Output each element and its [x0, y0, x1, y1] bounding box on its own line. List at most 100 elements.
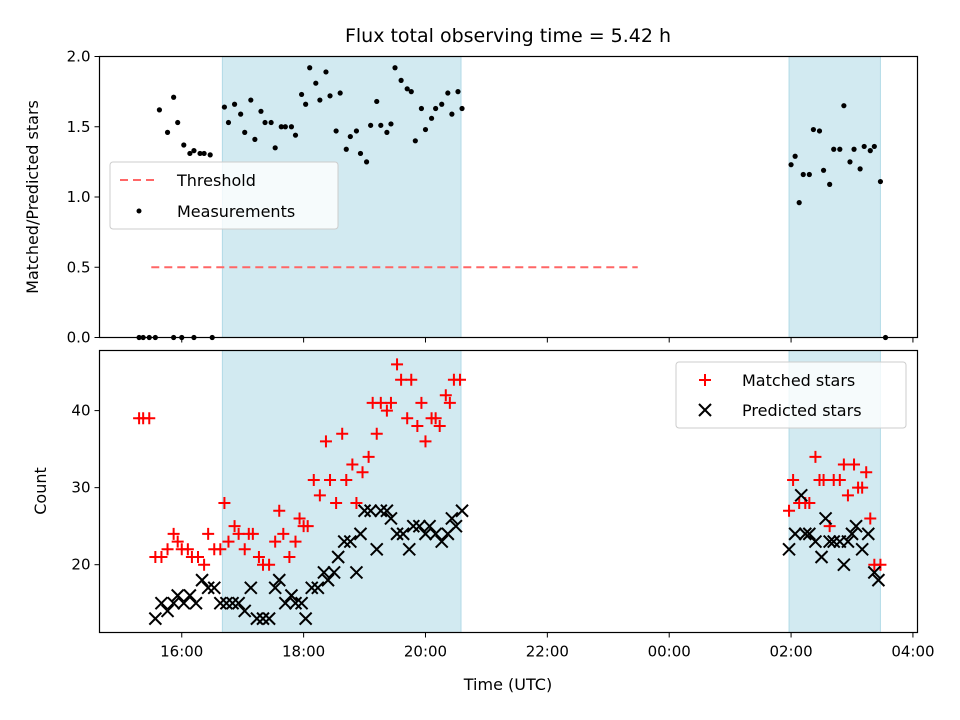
predicted-star-point: [422, 519, 437, 533]
x-axis-label: Time (UTC): [463, 675, 552, 694]
measurement-point: [408, 89, 414, 95]
predicted-star-point: [849, 519, 863, 533]
measurement-point: [455, 89, 461, 95]
predicted-star-point: [343, 534, 358, 549]
shaded-interval: [788, 56, 881, 338]
matched-star-point: [228, 520, 241, 533]
predicted-star-point: [428, 527, 443, 541]
measurement-point: [303, 101, 309, 107]
matched-star-point: [246, 527, 259, 540]
measurement-point: [353, 128, 360, 134]
matched-star-point: [293, 512, 306, 525]
measurement-point: [796, 200, 802, 206]
measurement-point: [248, 97, 254, 103]
predicted-star-point: [782, 542, 796, 556]
matched-star-point: [443, 396, 456, 409]
matched-star-point: [336, 427, 349, 440]
predicted-star-point: [183, 588, 197, 603]
matched-star-point: [161, 543, 174, 556]
measurement-point: [820, 167, 827, 173]
predicted-star-point: [219, 596, 234, 610]
matched-star-point: [391, 358, 404, 371]
measurement-point: [262, 119, 268, 126]
matched-star-point: [439, 389, 452, 402]
predicted-star-point: [445, 511, 459, 526]
measurement-point: [847, 159, 853, 165]
measurement-point: [298, 91, 305, 98]
matched-star-point: [401, 412, 414, 425]
measurement-point: [197, 150, 203, 157]
predicted-star-point: [370, 542, 384, 556]
predicted-star-point: [225, 596, 240, 610]
predicted-star-point: [418, 527, 433, 541]
predicted-star-point: [802, 527, 817, 541]
measurement-point: [225, 119, 232, 126]
y-tick-label: 1.0: [67, 188, 91, 206]
matched-star-point: [330, 497, 343, 510]
x-tick-label: 22:00: [526, 643, 569, 661]
ratio-panel: 0.00.51.01.52.0 Matched/Predicted stars …: [23, 48, 919, 347]
predicted-star-point: [294, 596, 309, 610]
predicted-star-point: [298, 611, 313, 626]
measurement-point: [827, 181, 833, 187]
measurement-point: [851, 146, 857, 152]
matched-star-point: [809, 450, 822, 463]
matched-star-point: [198, 558, 211, 571]
predicted-star-point: [455, 504, 469, 518]
predicted-star-point: [374, 504, 388, 518]
matched-star-point: [313, 489, 326, 502]
matched-star-point: [218, 497, 231, 510]
measurement-point: [307, 65, 313, 71]
predicted-star-point: [317, 565, 331, 580]
measurement-point: [187, 150, 193, 157]
measurement-point: [788, 162, 794, 168]
matched-star-point: [856, 481, 869, 494]
matched-star-point: [787, 473, 800, 486]
matched-star-point: [864, 512, 877, 525]
measurement-point: [445, 90, 451, 96]
measurement-point: [327, 93, 333, 99]
matched-star-point: [301, 520, 314, 533]
measurement-point: [439, 101, 445, 107]
matched-star-point: [277, 527, 290, 540]
predicted-star-point: [321, 573, 335, 587]
matched-star-point: [181, 543, 194, 556]
measurement-point: [800, 171, 806, 178]
matched-star-point: [171, 535, 184, 548]
matched-star-point: [324, 473, 337, 486]
predicted-star-point: [284, 588, 299, 603]
matched-star-point: [370, 427, 383, 440]
count-legend: Matched stars Predicted stars: [675, 361, 907, 429]
predicted-star-point: [278, 596, 293, 610]
predicted-star-point: [845, 527, 859, 541]
matched-star-point: [269, 535, 282, 548]
measurement-point: [292, 132, 299, 138]
predicted-star-point: [402, 542, 416, 556]
matched-star-point: [214, 543, 227, 556]
predicted-stars-points: [148, 488, 886, 626]
predicted-star-point: [244, 581, 258, 595]
measurement-point: [816, 128, 823, 134]
matched-star-point: [238, 543, 251, 556]
predicted-star-point: [213, 596, 228, 610]
measurement-point: [831, 146, 837, 152]
matched-star-point: [346, 458, 359, 471]
predicted-star-point: [256, 611, 270, 626]
measurement-point: [288, 124, 295, 130]
matched-star-point: [222, 535, 235, 548]
predicted-star-point: [154, 596, 169, 610]
predicted-star-point: [855, 542, 869, 556]
ratio-legend-box: [109, 161, 339, 230]
predicted-star-point: [250, 611, 264, 626]
ratio-y-axis-label: Matched/Predicted stars: [23, 100, 42, 294]
measurement-point: [323, 69, 329, 75]
matched-star-point: [419, 435, 432, 448]
x-tick-label: 18:00: [282, 643, 325, 661]
predicted-star-point: [788, 527, 802, 541]
predicted-star-point: [148, 611, 163, 626]
y-tick-label: 40: [71, 402, 90, 420]
measurement-point: [347, 133, 353, 140]
matched-star-point: [155, 550, 168, 563]
predicted-star-point: [871, 573, 886, 587]
measurement-point: [343, 146, 349, 152]
